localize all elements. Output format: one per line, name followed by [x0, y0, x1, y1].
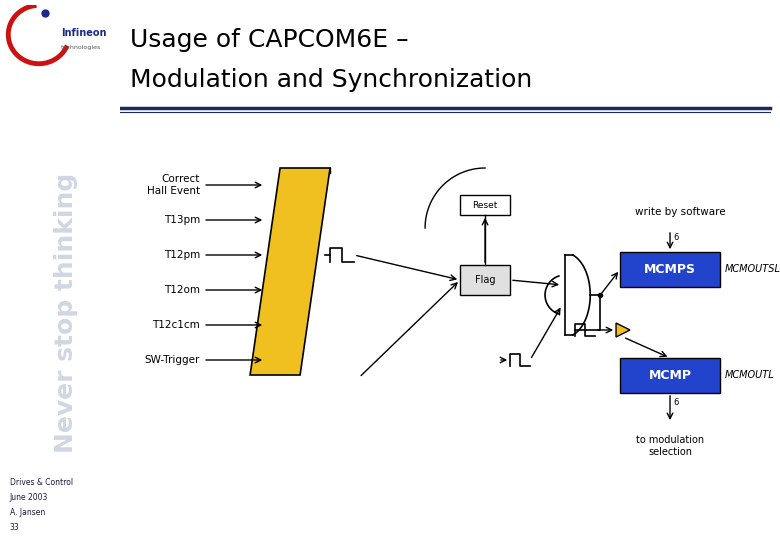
Polygon shape — [250, 168, 330, 375]
Text: MCMPS: MCMPS — [644, 263, 696, 276]
FancyBboxPatch shape — [460, 195, 510, 215]
Text: T12pm: T12pm — [164, 250, 200, 260]
Text: Flag: Flag — [475, 275, 495, 285]
Text: write by software: write by software — [635, 207, 725, 217]
Text: Never stop thinking: Never stop thinking — [54, 173, 78, 453]
Text: to modulation
selection: to modulation selection — [636, 435, 704, 457]
FancyBboxPatch shape — [460, 265, 510, 295]
Text: Reset: Reset — [473, 200, 498, 210]
Text: T13pm: T13pm — [164, 215, 200, 225]
Text: Usage of CAPCOM6E –: Usage of CAPCOM6E – — [130, 28, 409, 52]
Polygon shape — [616, 323, 630, 337]
Text: T12om: T12om — [164, 285, 200, 295]
Text: Modulation and Synchronization: Modulation and Synchronization — [130, 68, 533, 92]
Text: MCMP: MCMP — [648, 369, 692, 382]
Text: Drives & Control: Drives & Control — [9, 478, 73, 487]
Text: Infineon: Infineon — [61, 28, 106, 38]
Text: MCMOUTL: MCMOUTL — [725, 370, 775, 381]
Text: 6: 6 — [673, 233, 679, 242]
Text: MCMOUTSL: MCMOUTSL — [725, 265, 780, 274]
Text: June 2003: June 2003 — [9, 493, 48, 502]
Text: T12c1cm: T12c1cm — [152, 320, 200, 330]
Text: Correct
Hall Event: Correct Hall Event — [147, 174, 200, 196]
Text: 33: 33 — [9, 523, 20, 532]
FancyBboxPatch shape — [620, 358, 720, 393]
Text: technologies: technologies — [61, 45, 101, 50]
FancyBboxPatch shape — [620, 252, 720, 287]
Text: 6: 6 — [673, 398, 679, 407]
Text: A. Jansen: A. Jansen — [9, 508, 45, 517]
Text: SW-Trigger: SW-Trigger — [145, 355, 200, 365]
